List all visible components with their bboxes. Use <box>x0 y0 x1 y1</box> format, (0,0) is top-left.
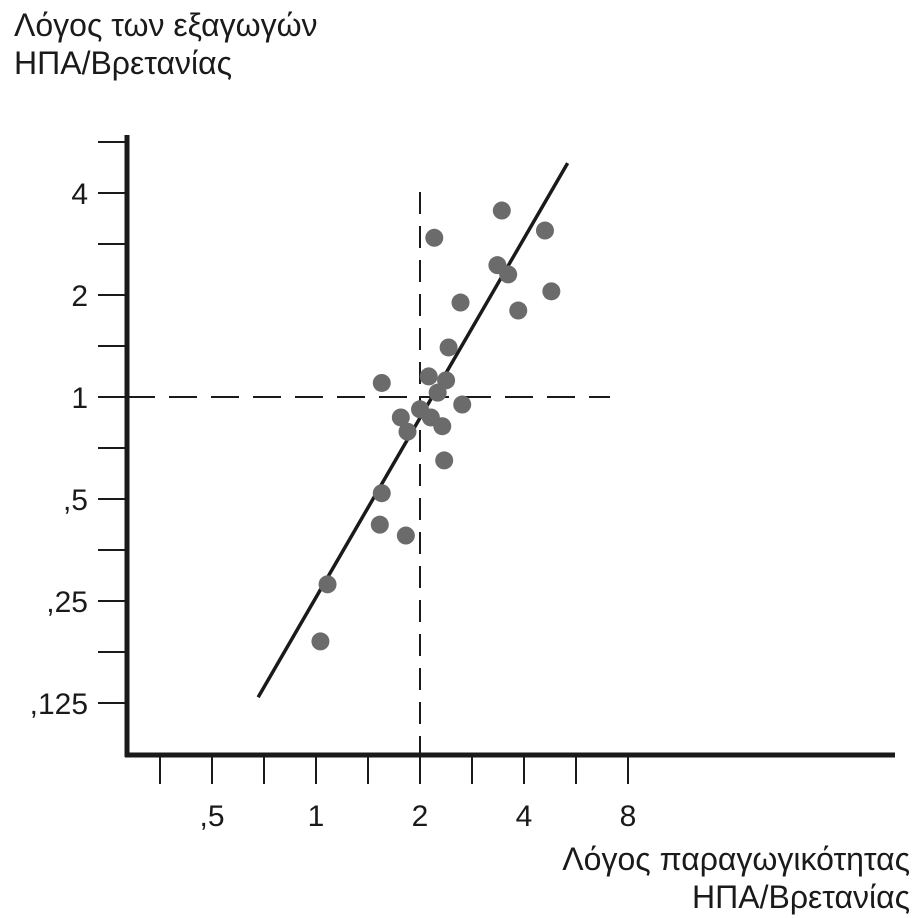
y-axis-label: Λόγος των εξαγωγών ΗΠΑ/Βρετανίας <box>14 6 318 82</box>
x-axis-label-line-2: ΗΠΑ/Βρετανίας <box>692 879 910 915</box>
data-point <box>419 367 438 386</box>
data-point <box>433 417 452 436</box>
data-point <box>542 282 561 301</box>
data-point <box>318 575 337 594</box>
y-tick-label: ,5 <box>63 484 88 517</box>
data-point <box>453 395 472 414</box>
axes <box>124 135 895 758</box>
y-axis-label-line-1: Λόγος των εξαγωγών <box>14 7 318 43</box>
data-point <box>372 484 391 503</box>
data-point <box>499 265 518 284</box>
data-point <box>396 526 415 545</box>
x-axis-label: Λόγος παραγωγικότητας ΗΠΑ/Βρετανίας <box>562 840 910 916</box>
reference-lines <box>127 192 610 755</box>
x-tick-label: 4 <box>516 800 533 833</box>
data-point <box>437 371 456 390</box>
x-axis-label-line-1: Λόγος παραγωγικότητας <box>562 841 910 877</box>
y-tick-label: ,125 <box>30 688 88 721</box>
data-point <box>439 338 458 357</box>
data-point <box>398 422 417 441</box>
x-tick-label: 8 <box>620 800 637 833</box>
data-point <box>370 515 389 534</box>
data-point <box>451 293 470 312</box>
x-tick-label: 1 <box>308 800 325 833</box>
y-tick-label: 4 <box>71 178 88 211</box>
ticks <box>98 141 629 784</box>
y-tick-label: 2 <box>71 280 88 313</box>
x-tick-label: ,5 <box>199 800 224 833</box>
data-point <box>391 408 410 427</box>
data-point <box>311 632 330 651</box>
x-tick-label: 2 <box>412 800 429 833</box>
data-point <box>492 201 511 220</box>
tick-labels: ,125 ,25 ,5 1 2 4 ,5 1 2 4 8 <box>30 178 637 833</box>
data-point <box>509 301 528 320</box>
data-point <box>535 221 554 240</box>
y-tick-label: ,25 <box>46 586 88 619</box>
y-tick-label: 1 <box>71 382 88 415</box>
data-point <box>425 228 444 247</box>
y-axis-label-line-2: ΗΠΑ/Βρετανίας <box>14 45 232 81</box>
data-point <box>372 373 391 392</box>
data-point <box>435 451 454 470</box>
data-points <box>311 201 561 651</box>
